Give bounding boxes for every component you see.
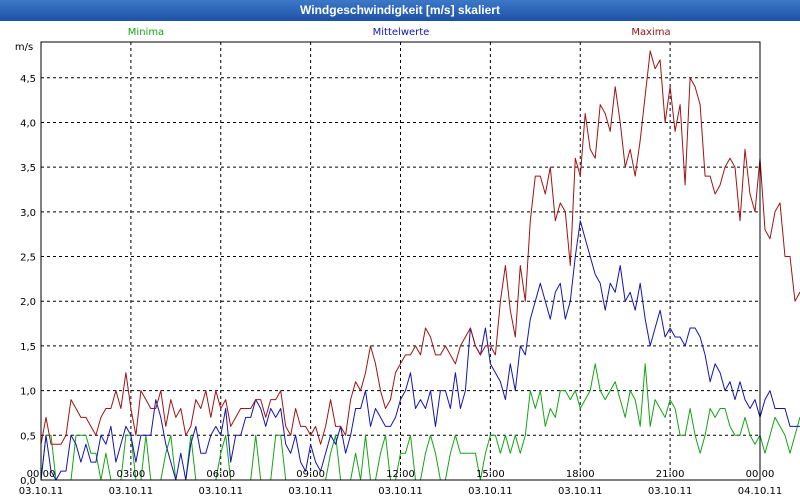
y-tick-label: 2,0 xyxy=(20,297,36,308)
x-tick-time-label: 18:00 xyxy=(566,469,595,480)
series-line-mittelwerte xyxy=(40,220,800,481)
legend-label-minima: Minima xyxy=(128,27,164,38)
series-layer xyxy=(40,50,800,481)
x-tick-time-label: 06:00 xyxy=(206,469,235,480)
y-tick-label: 1,0 xyxy=(20,387,36,398)
x-tick-date-label: 04.10.11 xyxy=(738,486,783,497)
x-tick-time-label: 21:00 xyxy=(656,469,685,480)
x-tick-date-label: 03.10.11 xyxy=(468,486,513,497)
grid-layer xyxy=(41,42,760,481)
x-tick-date-label: 03.10.11 xyxy=(109,486,154,497)
x-tick-date-label: 03.10.11 xyxy=(378,486,423,497)
legend-label-maxima: Maxima xyxy=(631,27,670,38)
y-unit-label: m/s xyxy=(15,42,33,53)
x-tick-date-label: 03.10.11 xyxy=(198,486,243,497)
x-tick-time-label: 15:00 xyxy=(476,469,505,480)
y-tick-label: 2,5 xyxy=(20,253,36,264)
y-tick-label: 0,0 xyxy=(20,476,36,487)
label-layer: 0,0 0,5 1,0 1,5 2,0 2,5 3,0 3,5 4,0 4,5 00:00 03.10… xyxy=(15,27,782,497)
wind-speed-chart: 0,0 0,5 1,0 1,5 2,0 2,5 3,0 3,5 4,0 4,5 00:00 03.10… xyxy=(15,27,800,497)
x-tick-time-label: 00:00 xyxy=(746,469,775,480)
series-line-minima xyxy=(40,363,800,481)
chart-title: Windgeschwindigkeit [m/s] skaliert xyxy=(0,0,800,21)
y-tick-label: 1,5 xyxy=(20,342,36,353)
legend-label-mittelwerte: Mittelwerte xyxy=(373,27,430,38)
y-tick-label: 0,5 xyxy=(20,431,36,442)
y-tick-label: 4,0 xyxy=(20,118,36,129)
x-tick-time-label: 09:00 xyxy=(296,469,325,480)
x-tick-date-label: 03.10.11 xyxy=(19,486,64,497)
x-tick-time-label: 12:00 xyxy=(386,469,415,480)
plot-border xyxy=(40,41,761,481)
x-tick-time-label: 03:00 xyxy=(116,469,145,480)
series-line-maxima xyxy=(40,50,800,445)
x-tick-date-label: 03.10.11 xyxy=(648,486,693,497)
x-tick-time-label: 00:00 xyxy=(27,469,56,480)
y-tick-label: 3,5 xyxy=(20,163,36,174)
y-tick-label: 4,5 xyxy=(20,74,36,85)
plot-frame xyxy=(40,41,761,481)
x-tick-date-label: 03.10.11 xyxy=(558,486,603,497)
y-tick-label: 3,0 xyxy=(20,208,36,219)
x-tick-date-label: 03.10.11 xyxy=(288,486,333,497)
